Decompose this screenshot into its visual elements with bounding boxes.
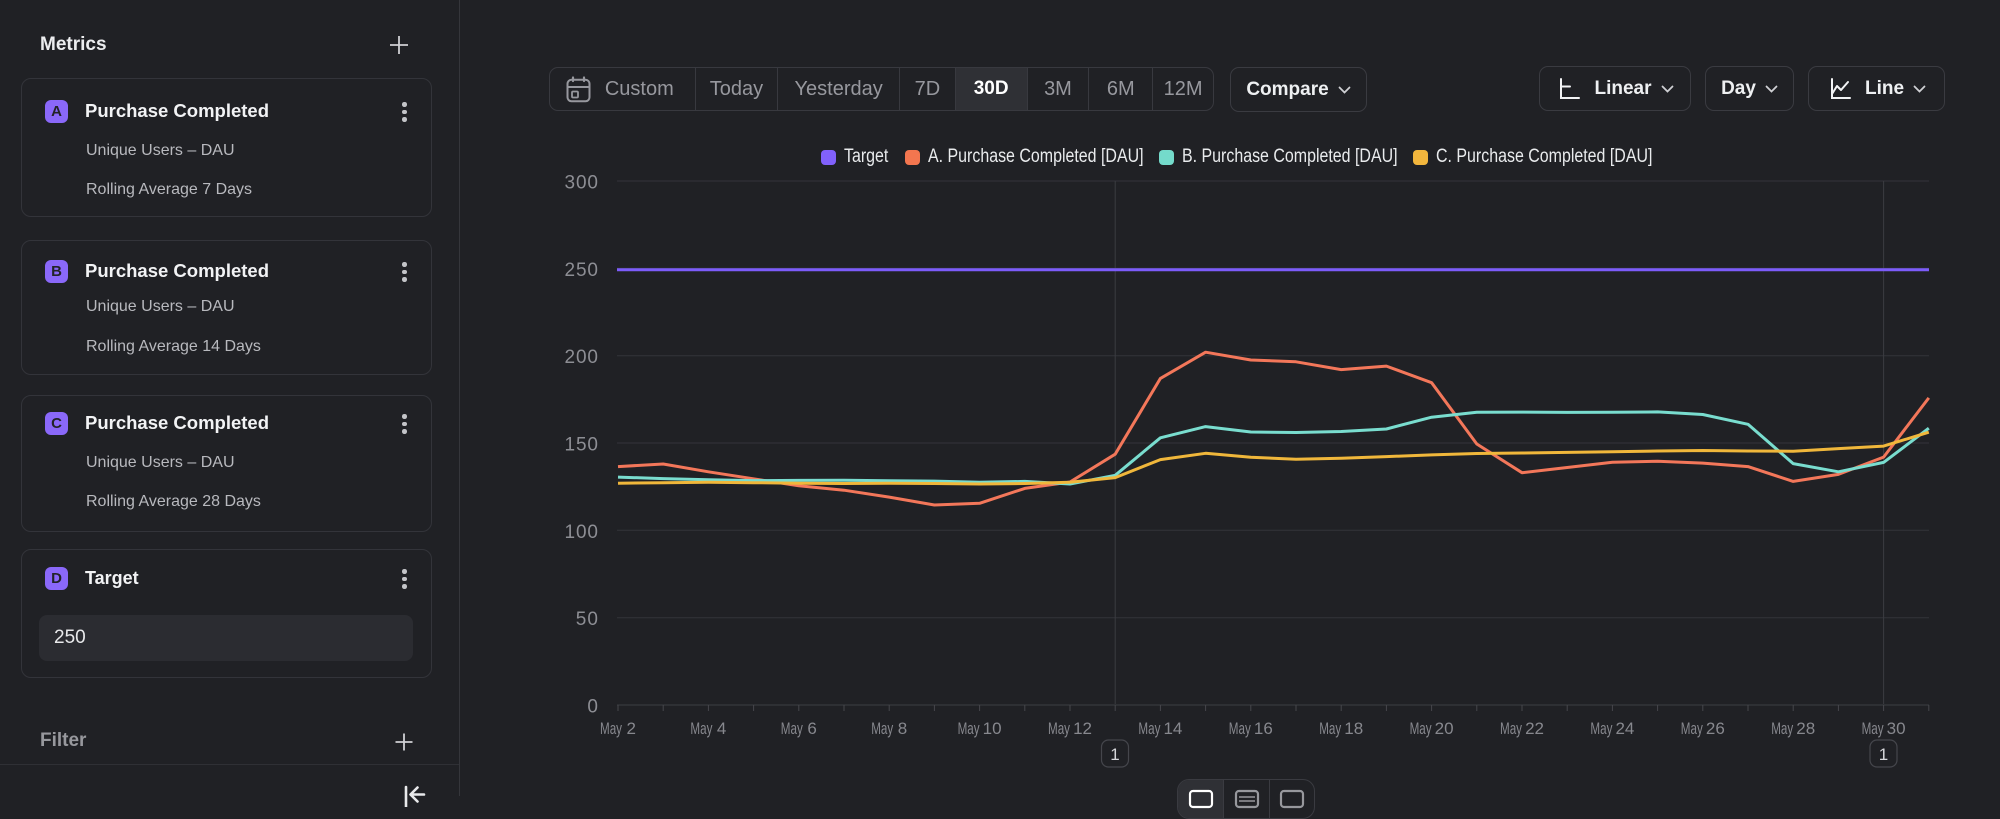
svg-text:May: May	[1862, 719, 1884, 738]
svg-text:May: May	[1229, 719, 1251, 738]
svg-text:May: May	[1590, 719, 1612, 738]
svg-text:30: 30	[1887, 719, 1906, 738]
svg-text:50: 50	[576, 609, 598, 630]
svg-text:May: May	[1410, 719, 1432, 738]
svg-text:May: May	[1138, 719, 1160, 738]
svg-text:May: May	[1048, 719, 1070, 738]
svg-text:200: 200	[565, 347, 599, 368]
svg-text:10: 10	[983, 719, 1002, 738]
svg-text:100: 100	[565, 522, 599, 543]
svg-text:May: May	[958, 719, 980, 738]
svg-text:2: 2	[627, 719, 636, 738]
svg-text:1: 1	[1879, 745, 1888, 764]
svg-text:May: May	[781, 719, 803, 738]
svg-text:28: 28	[1796, 719, 1815, 738]
svg-text:May: May	[600, 719, 622, 738]
svg-text:150: 150	[565, 435, 599, 456]
svg-text:26: 26	[1706, 719, 1725, 738]
svg-text:18: 18	[1344, 719, 1363, 738]
svg-text:May: May	[1319, 719, 1341, 738]
svg-text:0: 0	[587, 697, 598, 718]
svg-text:16: 16	[1254, 719, 1273, 738]
svg-text:6: 6	[807, 719, 816, 738]
svg-text:22: 22	[1525, 719, 1544, 738]
svg-text:14: 14	[1163, 719, 1182, 738]
svg-text:May: May	[1771, 719, 1793, 738]
svg-text:24: 24	[1615, 719, 1634, 738]
svg-text:300: 300	[565, 173, 599, 194]
svg-text:May: May	[1500, 719, 1522, 738]
svg-text:May: May	[1681, 719, 1703, 738]
svg-text:250: 250	[565, 260, 599, 281]
svg-text:20: 20	[1435, 719, 1454, 738]
svg-text:May: May	[871, 719, 893, 738]
svg-text:1: 1	[1110, 745, 1119, 764]
svg-text:4: 4	[717, 719, 726, 738]
svg-text:12: 12	[1073, 719, 1092, 738]
svg-text:8: 8	[898, 719, 907, 738]
svg-text:May: May	[690, 719, 712, 738]
